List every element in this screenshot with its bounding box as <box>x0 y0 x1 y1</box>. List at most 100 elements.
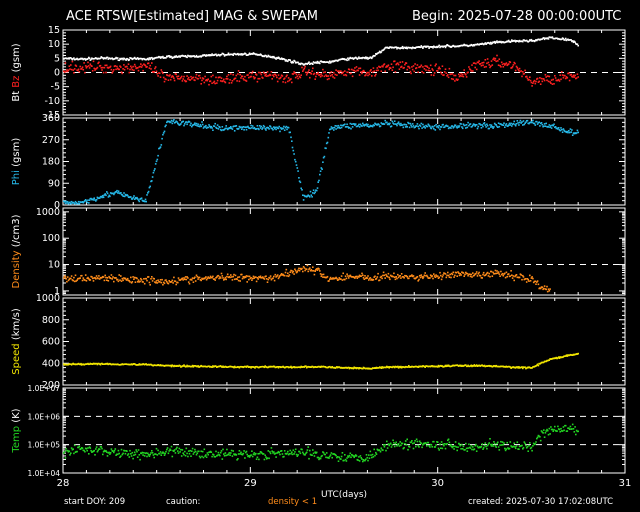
data-point-phi <box>520 122 522 124</box>
data-point-phi <box>390 125 393 127</box>
data-point-bz <box>67 69 70 71</box>
data-point-bt <box>491 42 494 44</box>
data-point-temp <box>309 449 311 452</box>
data-point-density <box>329 278 331 280</box>
data-point-temp <box>466 450 469 452</box>
data-point-bz <box>223 80 226 83</box>
data-point-phi <box>269 125 272 128</box>
data-point-speed <box>211 366 213 368</box>
data-point-phi <box>432 126 434 128</box>
data-point-temp <box>132 457 134 460</box>
data-point-temp <box>192 453 195 455</box>
data-point-phi <box>102 196 105 199</box>
data-point-bz <box>265 73 267 75</box>
data-point-bz <box>247 74 249 76</box>
data-point-phi <box>327 136 330 139</box>
data-point-bt <box>493 40 496 43</box>
data-point-bt <box>437 45 440 48</box>
data-point-density <box>270 278 273 281</box>
data-point-bz <box>175 73 177 76</box>
data-point-bz <box>371 71 374 73</box>
data-point-bz <box>512 64 515 66</box>
data-point-bz <box>123 68 126 71</box>
data-point-phi <box>157 154 159 157</box>
data-point-temp <box>286 452 288 455</box>
data-point-temp <box>500 444 503 446</box>
data-point-temp <box>340 458 342 460</box>
data-point-density <box>462 272 465 274</box>
data-point-bt <box>151 58 154 61</box>
data-point-bz <box>502 66 505 68</box>
data-point-density <box>392 275 394 278</box>
data-point-temp <box>287 450 289 453</box>
data-point-density <box>112 276 114 278</box>
data-point-bt <box>388 47 390 49</box>
data-point-temp <box>376 448 379 451</box>
data-point-temp <box>404 440 407 442</box>
data-point-temp <box>282 456 284 458</box>
data-point-bz <box>230 73 232 75</box>
data-point-bt <box>378 51 380 54</box>
data-point-speed <box>532 366 534 368</box>
data-point-bt <box>483 43 486 45</box>
data-point-bz <box>206 79 209 82</box>
data-point-bt <box>564 37 567 40</box>
data-point-density <box>128 280 131 282</box>
data-point-bz <box>279 77 281 80</box>
data-point-phi <box>474 125 476 127</box>
data-point-phi <box>158 147 161 149</box>
data-point-speed <box>545 360 547 363</box>
data-point-phi <box>316 187 319 189</box>
data-point-temp <box>524 442 526 445</box>
data-point-speed <box>191 365 193 368</box>
data-point-speed <box>357 367 359 369</box>
data-point-density <box>79 277 81 279</box>
data-point-temp <box>252 453 255 456</box>
data-point-density <box>183 277 185 279</box>
data-point-density <box>522 274 524 277</box>
data-point-density <box>485 273 487 276</box>
data-point-phi <box>519 119 522 122</box>
data-point-bt <box>425 46 427 48</box>
data-point-bz <box>185 80 188 83</box>
data-point-density <box>243 277 245 279</box>
data-point-temp <box>564 424 567 427</box>
data-point-bz <box>515 65 518 68</box>
data-point-density <box>182 279 184 281</box>
data-point-temp <box>160 454 163 456</box>
data-point-phi <box>508 122 511 125</box>
data-point-phi <box>306 195 309 197</box>
data-point-bz <box>388 68 390 71</box>
data-point-bz <box>277 74 280 76</box>
data-point-bz <box>511 67 513 69</box>
data-point-bz <box>385 66 387 68</box>
data-point-speed <box>504 366 507 368</box>
data-point-bt <box>511 39 513 41</box>
data-point-speed <box>443 365 446 368</box>
data-point-speed <box>517 367 519 369</box>
data-point-temp <box>283 455 285 458</box>
data-point-temp <box>244 457 246 459</box>
data-point-bz <box>382 65 384 68</box>
data-point-bt <box>298 62 301 65</box>
data-point-bt <box>195 54 198 57</box>
data-point-bz <box>379 66 382 68</box>
data-point-density <box>418 274 421 277</box>
data-point-phi <box>117 192 119 194</box>
data-point-phi <box>371 125 374 128</box>
data-point-density <box>92 280 95 282</box>
data-point-temp <box>422 442 425 445</box>
data-point-density <box>256 277 259 279</box>
data-point-bz <box>486 58 489 60</box>
data-point-temp <box>426 445 428 447</box>
data-point-density <box>362 276 365 279</box>
data-point-phi <box>561 129 563 131</box>
data-point-density <box>450 272 453 275</box>
data-point-bt <box>162 55 164 58</box>
data-point-density <box>309 267 311 269</box>
data-point-speed <box>410 366 412 368</box>
data-point-bz <box>493 59 496 61</box>
data-point-bt <box>205 55 207 57</box>
data-point-temp <box>257 453 259 455</box>
data-point-bz <box>397 62 399 64</box>
